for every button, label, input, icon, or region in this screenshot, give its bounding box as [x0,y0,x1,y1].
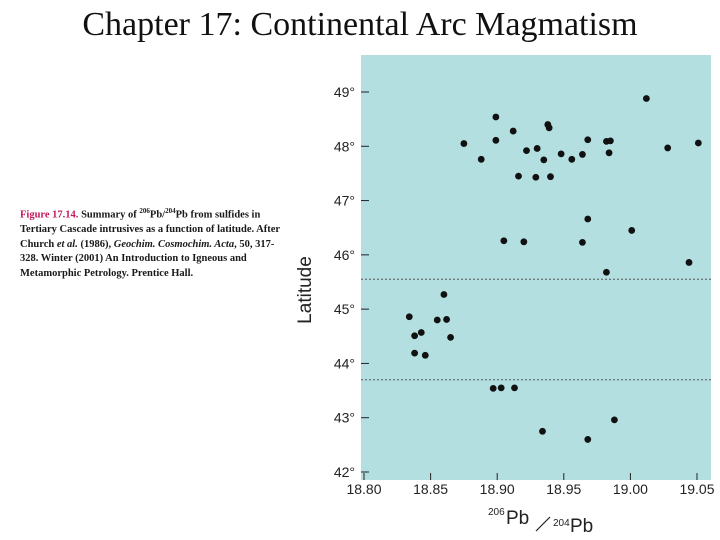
data-point [489,385,497,392]
figure-caption: Figure 17.14. Summary of 206Pb/204Pb fro… [20,204,282,281]
y-tick-label: 46° [334,247,355,263]
slide-title: Chapter 17: Continental Arc Magmatism [82,6,638,43]
caption-text-3: (1986), [77,238,114,250]
x-axis-label-element-1: Pb [506,508,529,529]
data-point [584,136,592,144]
x-tick-label: 19.05 [679,481,714,497]
data-point [628,227,636,234]
data-point [568,155,576,163]
data-point [607,137,614,145]
data-point [511,384,518,392]
data-point [447,333,454,341]
data-point [440,291,448,298]
data-point [509,127,517,135]
data-point [417,329,425,336]
plot-background [361,55,711,480]
caption-ratio-numerator-mass: 206 [139,207,150,215]
data-point [540,156,548,164]
data-point [405,313,413,321]
data-point [523,147,530,155]
data-point [547,173,554,181]
x-axis-label-mass-1: 206 [488,507,505,518]
data-point [584,436,592,443]
x-tick-label: 18.95 [546,481,581,497]
data-point [515,172,522,180]
x-tick-label: 18.85 [413,481,448,497]
caption-text-1: Summary of [78,209,140,221]
x-tick-label: 18.90 [480,481,515,497]
data-point [611,416,618,424]
x-axis-ticks: 18.80 18.85 18.90 18.95 19.00 19.05 [346,473,715,497]
data-point [477,155,485,163]
data-point [539,427,546,435]
data-point [603,268,610,276]
data-point [532,173,540,181]
caption-ratio-denominator-element: Pb [175,209,188,221]
data-point [605,149,613,157]
data-point [411,332,419,340]
y-tick-label: 47° [334,193,355,209]
y-tick-label: 44° [334,355,355,371]
caption-journal: Geochim. Cosmochim. Acta [113,238,235,250]
y-tick-label: 45° [334,301,355,317]
data-point [642,95,650,102]
data-point [443,316,450,323]
x-axis-label-mass-2: 204 [553,518,570,529]
data-point [579,151,586,158]
data-point [411,349,419,357]
data-point [460,140,468,147]
data-point [497,384,505,392]
data-point [433,316,441,324]
data-point [579,238,586,246]
x-axis-label: 206 Pb 204 Pb [488,502,593,537]
y-tick-label: 42° [334,464,355,480]
data-point [533,145,541,152]
y-tick-label: 49° [334,84,355,100]
data-point [520,238,528,246]
data-point [545,124,553,132]
x-tick-label: 18.80 [346,481,381,497]
data-point [664,144,672,152]
x-tick-label: 19.00 [613,481,648,497]
data-point [492,113,500,121]
caption-ratio-numerator-element: Pb/ [149,209,166,221]
figure-label: Figure 17.14. [20,209,79,221]
data-point [557,150,565,158]
caption-text-2: from sulfides in Tertiary Cascade intrus… [20,209,280,250]
y-tick-label: 43° [334,410,355,426]
caption-text-4: , 50, 317-328. Winter (2001) An Introduc… [20,238,275,279]
data-point [421,351,429,359]
data-point [694,139,702,147]
y-axis-label: Latitude [295,256,316,324]
data-point [492,136,500,144]
y-axis-ticks: 42° 43° 44° 45° 46° 47° 48° 49° [334,84,369,480]
y-tick-label: 48° [334,138,355,154]
caption-et-al: et al. [56,238,78,250]
data-point [500,237,508,245]
x-axis-label-slash [535,516,551,532]
data-points [405,95,702,443]
data-point [584,215,592,223]
caption-ratio-denominator-mass: 204 [165,207,176,215]
x-axis-label-element-2: Pb [570,516,593,537]
data-point [685,259,693,266]
